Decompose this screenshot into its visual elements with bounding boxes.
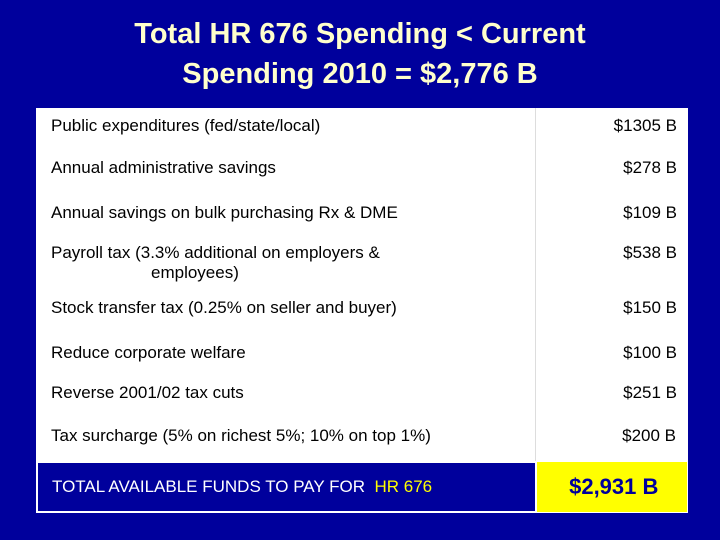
total-highlight: HR 676 [374,477,433,496]
row-label: Reduce corporate welfare [37,335,536,375]
table-row: Reverse 2001/02 tax cuts $251 B [37,375,687,418]
table-row: Annual savings on bulk purchasing Rx & D… [37,195,687,235]
table-row: Reduce corporate welfare $100 B [37,335,687,375]
table-row: Annual administrative savings $278 B [37,150,687,195]
label-line: employees) [151,263,239,282]
label-line: Payroll tax (3.3% additional on employer… [51,243,380,262]
row-label: Stock transfer tax (0.25% on seller and … [37,290,536,335]
total-text: TOTAL AVAILABLE FUNDS TO PAY FOR [52,477,366,496]
table-row: Public expenditures (fed/state/local) $13… [37,108,687,150]
row-label: Annual savings on bulk purchasing Rx & D… [37,195,536,235]
total-label: TOTAL AVAILABLE FUNDS TO PAY FOR HR 676 [36,461,537,513]
row-amount: $538 B [623,243,677,262]
row-amount: $100 B [623,343,677,362]
table-row: Tax surcharge (5% on richest 5%; 10% on … [37,418,687,462]
row-amount: $200 B [622,426,676,445]
table-row: Stock transfer tax (0.25% on seller and … [37,290,687,335]
row-label: Annual administrative savings [37,150,536,195]
row-label: Payroll tax (3.3% additional on employer… [37,235,536,290]
table-row: Payroll tax (3.3% additional on employer… [37,235,687,290]
row-label: Public expenditures (fed/state/local) [37,108,536,150]
row-label: Tax surcharge (5% on richest 5%; 10% on … [37,418,536,462]
total-amount: $2,931 B [535,462,687,512]
row-label: Reverse 2001/02 tax cuts [37,375,536,418]
row-amount: $251 B [623,383,677,402]
title: Total HR 676 Spending < Current Spending… [0,14,720,94]
title-line: Spending 2010 = $2,776 B [182,58,538,90]
title-line: Total HR 676 Spending < Current [134,18,586,50]
row-amount: $109 B [623,203,677,222]
row-amount: $1305 B [613,116,677,135]
funding-table: Public expenditures (fed/state/local) $13… [36,108,688,513]
row-amount: $150 B [623,298,677,317]
row-amount: $278 B [623,158,677,177]
total-row: TOTAL AVAILABLE FUNDS TO PAY FOR HR 676 $… [36,461,687,513]
